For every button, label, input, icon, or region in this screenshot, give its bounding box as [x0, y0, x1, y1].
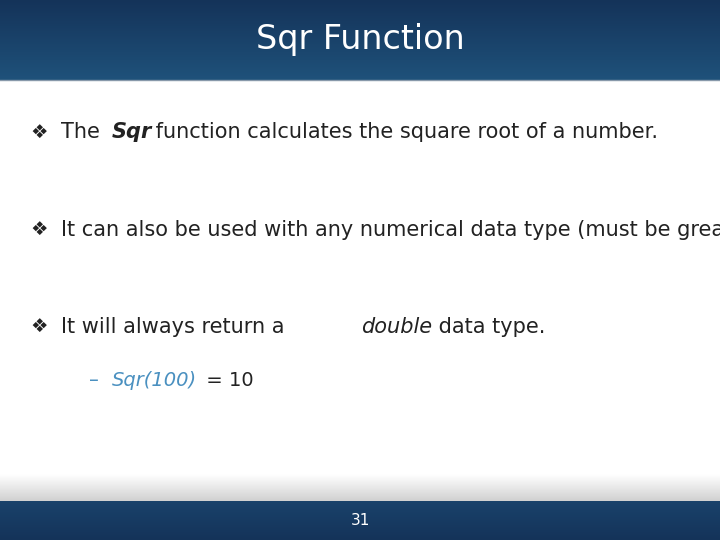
Text: double: double	[361, 316, 432, 337]
Text: –: –	[89, 371, 99, 390]
Text: ❖: ❖	[31, 317, 48, 336]
Text: ❖: ❖	[31, 220, 48, 239]
Text: data type.: data type.	[433, 316, 546, 337]
Text: ❖: ❖	[31, 123, 48, 142]
Text: Sqr: Sqr	[111, 122, 151, 143]
Text: The: The	[61, 122, 107, 143]
Text: It will always return a: It will always return a	[61, 316, 292, 337]
Text: It can also be used with any numerical data type (must be greater than 0).: It can also be used with any numerical d…	[61, 219, 720, 240]
Text: Sqr(100): Sqr(100)	[112, 371, 197, 390]
Text: function calculates the square root of a number.: function calculates the square root of a…	[148, 122, 657, 143]
Text: 31: 31	[351, 513, 369, 528]
Text: Sqr Function: Sqr Function	[256, 23, 464, 57]
Text: = 10: = 10	[200, 371, 254, 390]
